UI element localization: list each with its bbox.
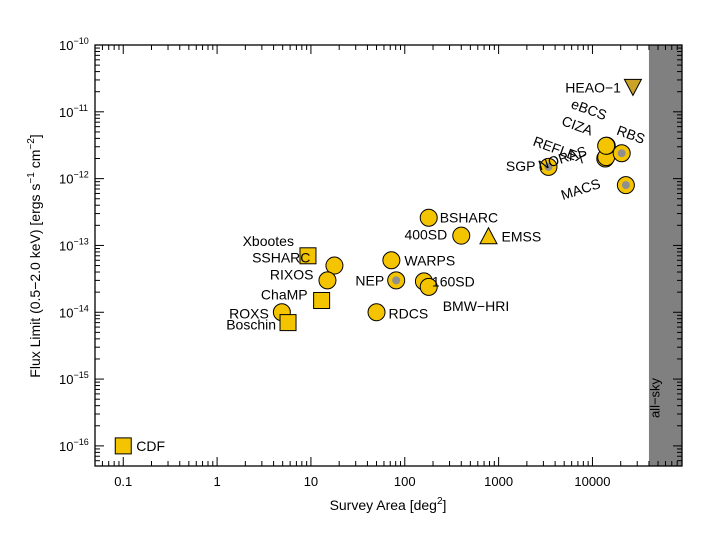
point-cdf-label: CDF [136,438,165,454]
point-400sd [452,226,471,245]
point-sgp-label: SGP [506,158,536,174]
point-xbootes-label: Xbootes [243,233,294,249]
point-macs-label: MACS [559,175,602,203]
point-heao-1 [623,78,643,97]
x-tick-label: 10000 [574,474,610,489]
point-emss-label: EMSS [501,229,541,245]
point-rbs-label: RBS [615,122,648,147]
point-rdcs-label: RDCS [389,305,429,321]
x-tick-label: 100 [394,474,416,489]
plot-frame [94,44,683,467]
point-ebcs [597,136,616,155]
point-ssharc [325,256,344,275]
point-rixos [318,271,337,290]
point-sgp-dot [544,162,553,171]
y-tick-label: 10−14 [59,303,89,320]
point-rbs-dot [617,149,626,158]
points-layer [114,78,643,455]
x-tick-label: 1000 [484,474,513,489]
point-warps [382,251,401,270]
point-rdcs [367,303,386,322]
x-tick-label: 0.1 [114,474,132,489]
y-tick-label: 10−16 [59,437,89,454]
point-cdf [114,437,132,455]
point-rixos-label: RIXOS [270,266,314,282]
y-axis-title: Flux Limit (0.5−2.0 keV) [ergs s−1 cm−2] [26,134,43,377]
point-champ-label: ChaMP [261,286,308,302]
point-boschin [279,314,297,332]
point-champ [313,291,331,309]
y-tick-label: 10−11 [59,103,88,120]
all-sky-band [648,45,682,466]
x-tick-label: 10 [304,474,318,489]
point-nep-label: NEP [355,272,384,288]
point-160sd-label: 160SD [432,273,475,289]
point-boschin-label: Boschin [226,317,276,333]
point-bmw-hri-label: BMW−HRI [443,298,510,314]
y-tick-label: 10−15 [59,370,89,387]
y-tick-label: 10−10 [59,36,89,53]
point-macs-dot [621,181,630,190]
y-tick-label: 10−12 [59,170,89,187]
all-sky-band-layer: all−sky [647,45,682,466]
point-warps-label: WARPS [404,252,455,268]
point-400sd-label: 400SD [404,227,447,243]
point-bsharc [419,208,438,227]
all-sky-label: all−sky [647,377,662,418]
y-tick-label: 10−13 [59,236,89,253]
point-heao-1-label: HEAO−1 [565,79,621,95]
x-axis-title: Survey Area [deg2] [330,496,447,513]
point-roxs-label: ROXS [229,305,269,321]
tick-layer: 0.1 1 10 100 1000 10000 10−16 10−15 10−14 10−13 10… [59,36,683,489]
point-bsharc-label: BSHARC [440,210,498,226]
point-ssharc-label: SSHARC [252,250,310,266]
x-tick-label: 1 [213,474,220,489]
point-bmw-hri [419,277,438,296]
point-nep-dot [392,276,401,285]
point-emss [479,226,498,245]
point-xbootes [299,247,317,265]
